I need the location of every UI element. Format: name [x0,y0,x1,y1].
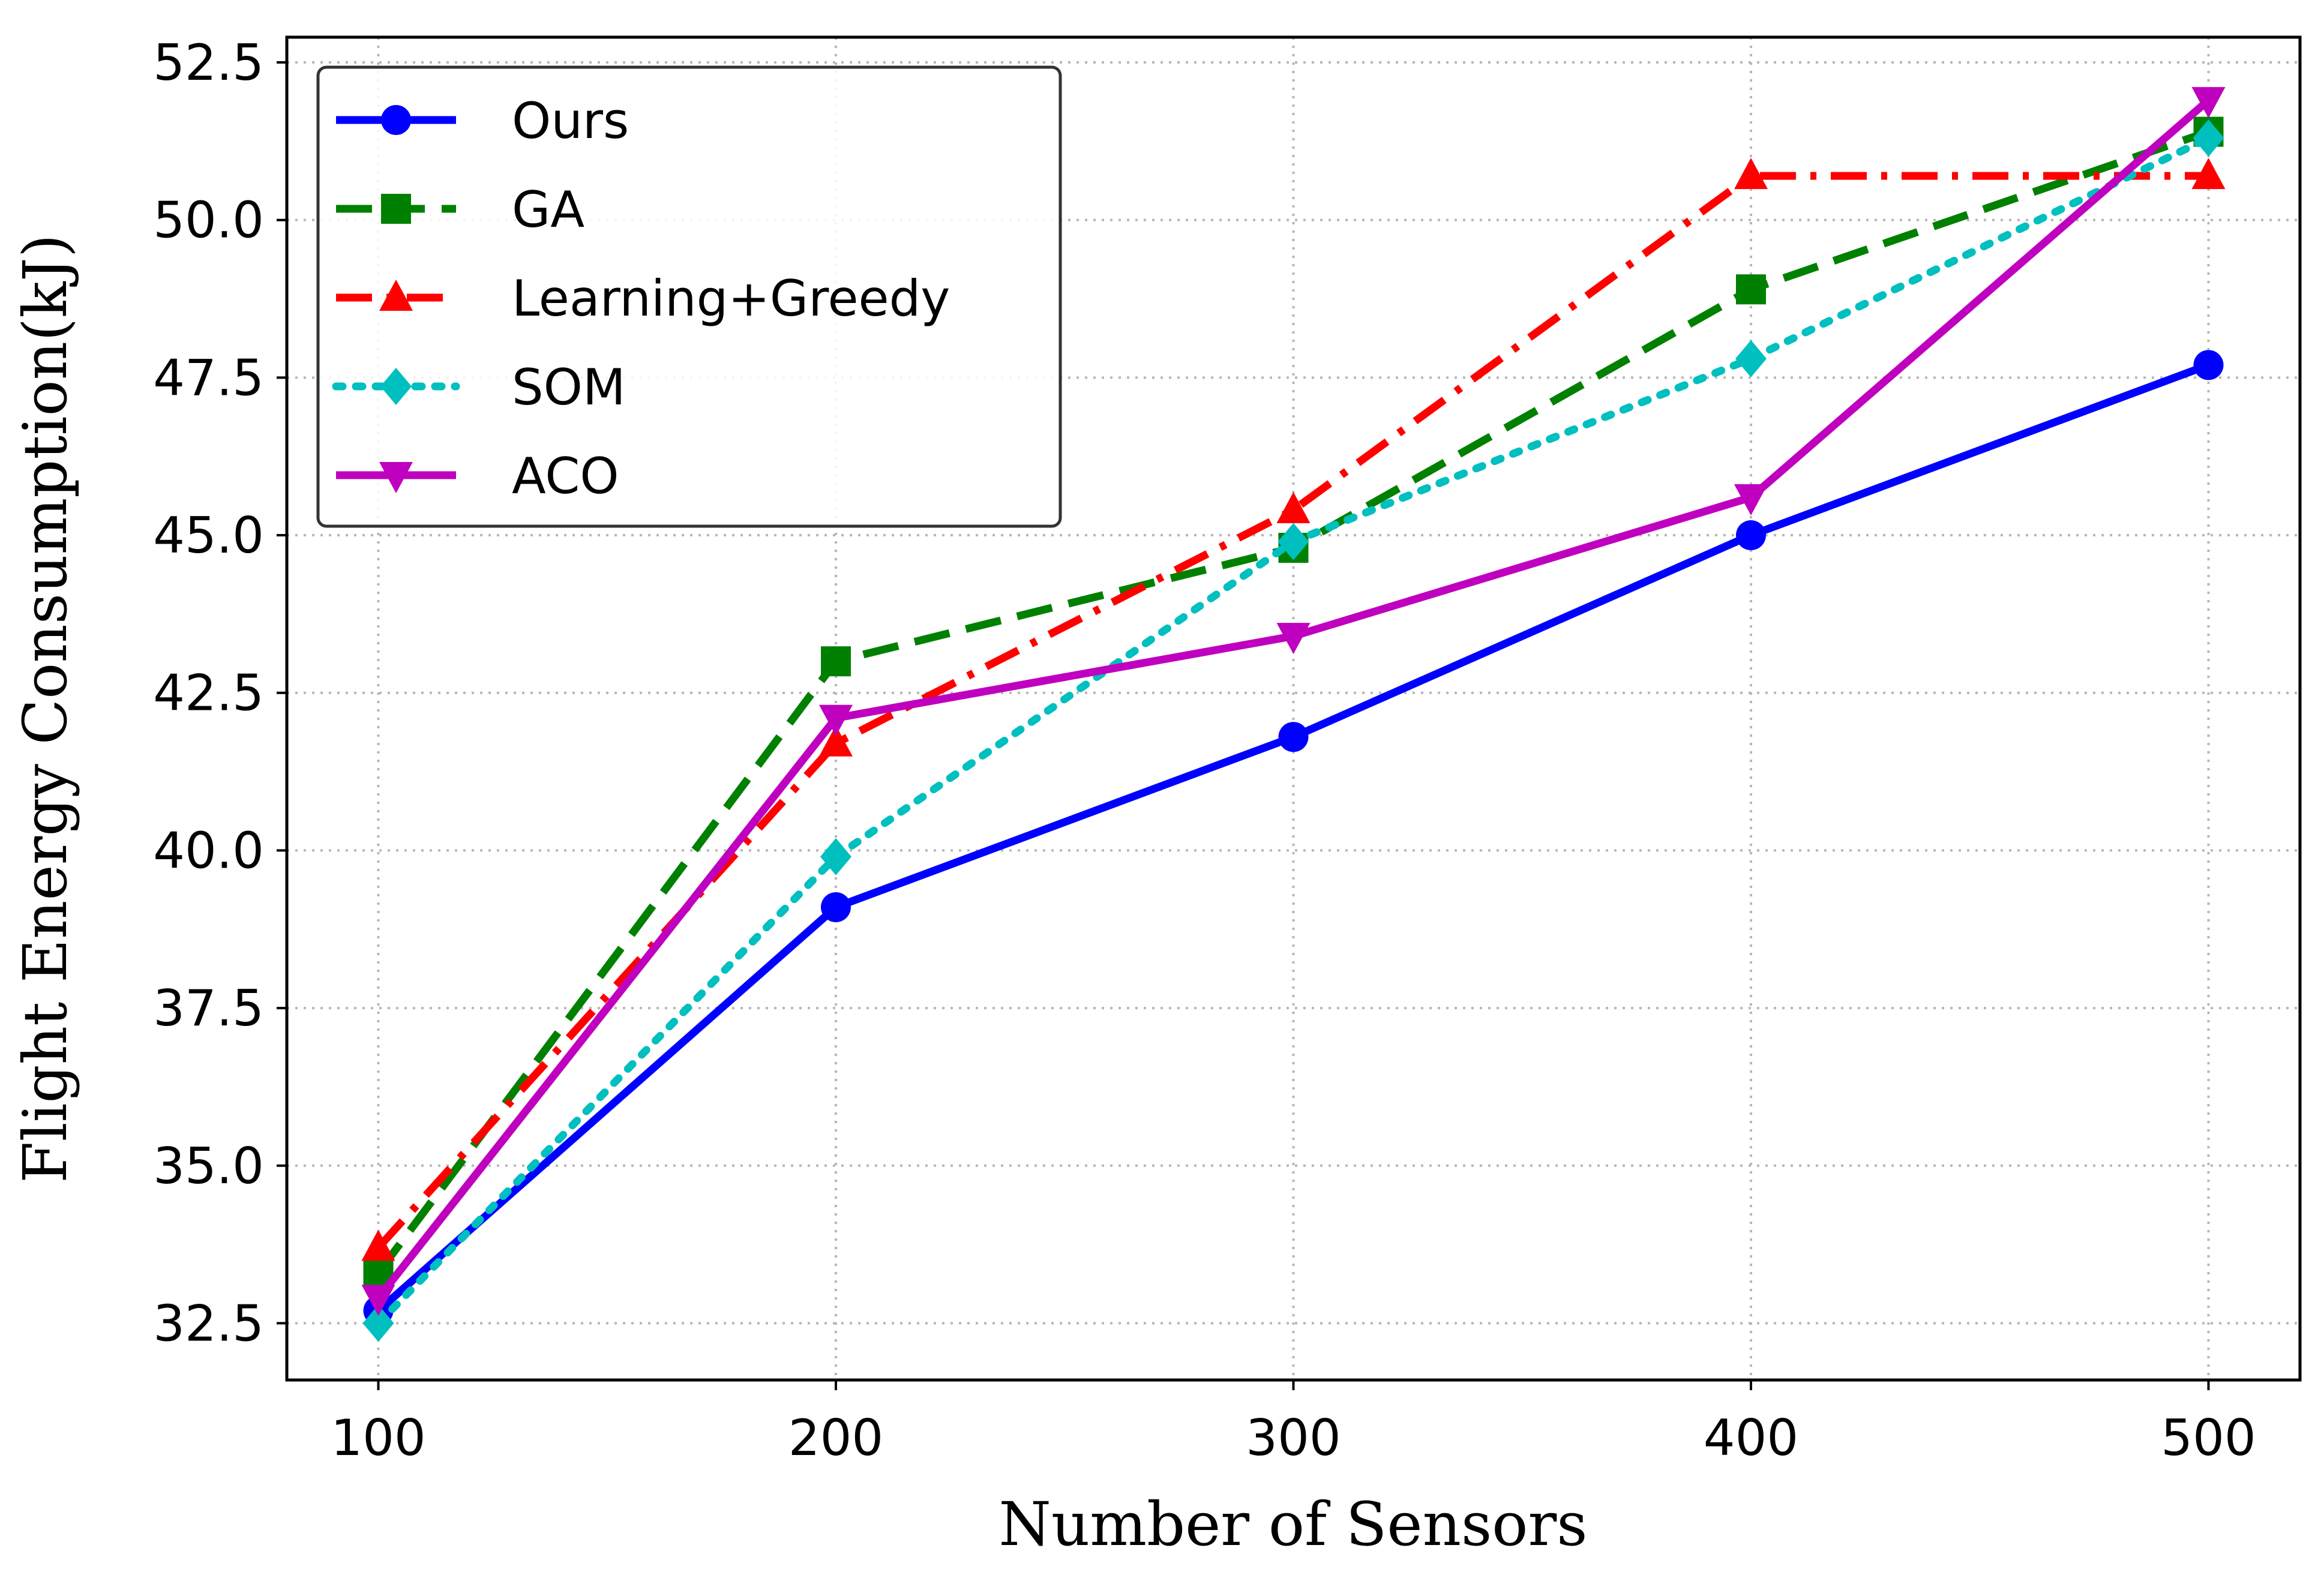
legend-swatch-marker [381,105,411,135]
y-tick-label: 35.0 [153,1137,264,1195]
y-tick-label: 50.0 [153,191,264,250]
data-point [820,838,851,875]
x-tick-label: 200 [788,1409,883,1467]
y-tick-label: 42.5 [153,664,264,722]
data-point [819,725,853,757]
data-point [2193,119,2224,157]
data-point [1735,340,1767,377]
data-point [1736,520,1766,551]
data-point [1734,158,1768,190]
x-tick-label: 100 [331,1409,425,1467]
data-point [819,704,853,736]
data-point [1736,274,1766,305]
data-point [1278,523,1309,560]
legend-swatch-marker [379,280,413,311]
data-point [1276,623,1311,655]
series-ours [363,350,2224,1326]
data-point [2191,87,2226,119]
series-layer [361,87,2226,1342]
legend-entry: ACO [336,447,619,505]
legend-swatch-marker [381,194,411,224]
legend-box [316,65,1062,528]
y-axis-title: Flight Energy Consumption(kJ) [10,234,80,1183]
legend-swatch-marker [380,368,412,405]
legend-label: ACO [512,447,619,505]
y-tick-label: 45.0 [153,506,264,565]
y-tick-label: 47.5 [153,349,264,407]
data-point [2193,350,2224,380]
legend-entry: Learning+Greedy [336,269,950,328]
grid-layer [287,37,2300,1380]
y-tick-label: 37.5 [153,979,264,1037]
legend-label: SOM [512,358,626,416]
data-point [361,1229,395,1261]
data-point [1734,484,1768,516]
x-tick-label: 500 [2161,1409,2256,1467]
legend-label: GA [512,181,584,239]
y-tick-label: 52.5 [153,34,264,92]
data-point [821,646,851,677]
legend-label: Ours [512,92,629,150]
tick-layer: 100 200 300 400 500 32.5 35.0 37.5 40.0 42.5 45.0 4… [153,34,2256,1467]
data-point [1278,722,1309,752]
series-som [362,119,2224,1342]
data-point [821,892,851,922]
y-tick-label: 40.0 [153,821,264,880]
series-aco [361,87,2226,1316]
legend-swatch-marker [379,462,413,493]
x-tick-label: 400 [1704,1409,1798,1467]
legend-entry: Ours [336,92,629,150]
data-point [1276,492,1311,524]
y-tick-label: 32.5 [153,1294,264,1352]
legend-label: Learning+Greedy [512,269,950,328]
data-point [362,1304,394,1342]
data-point [361,1285,395,1316]
legend-entry: SOM [332,358,626,416]
x-tick-label: 300 [1246,1409,1341,1467]
legend-entry: GA [336,181,584,239]
x-axis-title: Number of Sensors [998,1489,1587,1559]
legend: Ours GA Learning+Greedy SOM ACO [316,65,1062,528]
data-point [2191,158,2226,190]
